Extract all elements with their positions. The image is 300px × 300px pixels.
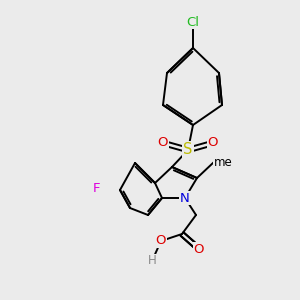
Text: me: me: [214, 155, 233, 169]
Text: O: O: [208, 136, 218, 149]
Text: F: F: [93, 182, 101, 194]
Text: Cl: Cl: [187, 16, 200, 28]
Text: O: O: [156, 235, 166, 248]
Text: O: O: [194, 242, 204, 256]
Text: S: S: [183, 142, 193, 158]
Text: N: N: [180, 191, 190, 205]
Text: O: O: [158, 136, 168, 149]
Text: H: H: [148, 254, 156, 268]
